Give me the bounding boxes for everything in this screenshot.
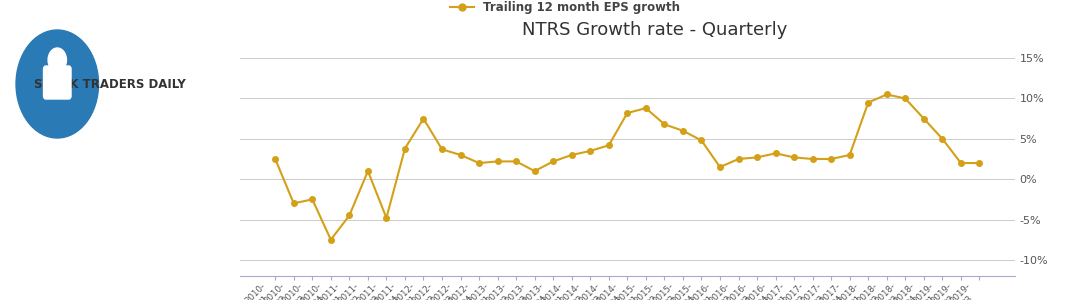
FancyBboxPatch shape	[44, 66, 71, 99]
Text: STOCK TRADERS DAILY: STOCK TRADERS DAILY	[34, 77, 185, 91]
Circle shape	[16, 30, 98, 138]
Text: NTRS Growth rate - Quarterly: NTRS Growth rate - Quarterly	[521, 21, 788, 39]
Legend: Trailing 12 month EPS growth: Trailing 12 month EPS growth	[445, 0, 685, 19]
Circle shape	[48, 48, 67, 72]
